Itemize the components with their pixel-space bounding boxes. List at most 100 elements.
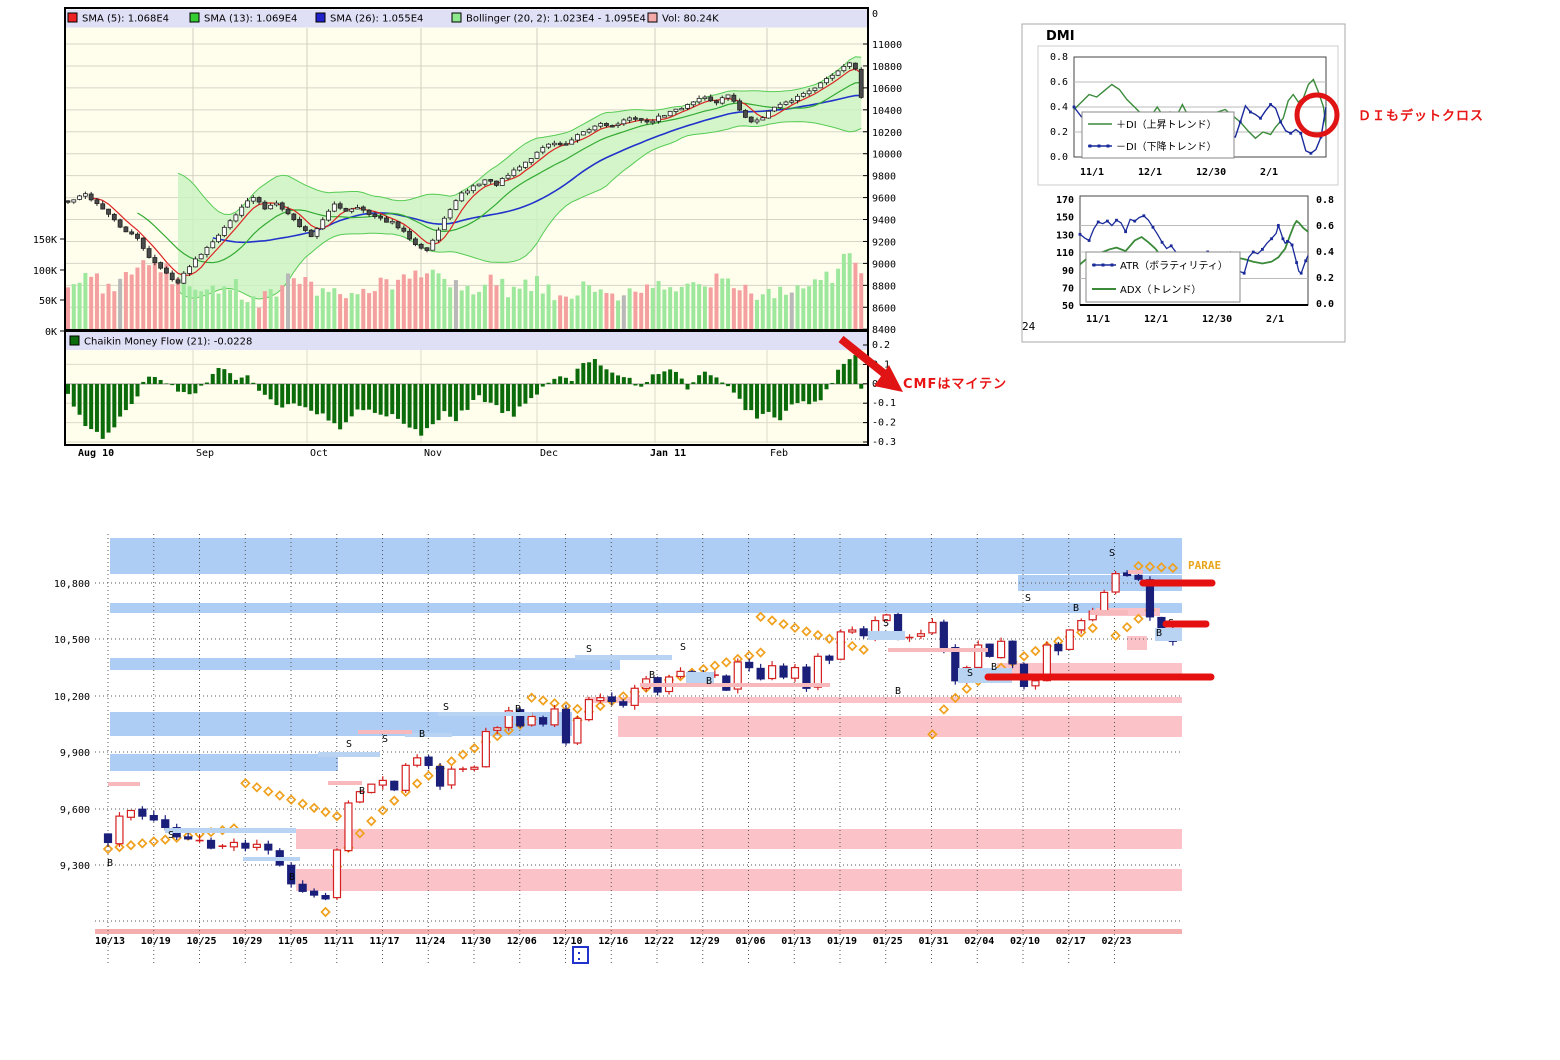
cmf-legend-label: Chaikin Money Flow (21): -0.0228 [84, 337, 252, 348]
svg-text:S: S [967, 668, 973, 679]
svg-text:S: S [346, 739, 352, 750]
legend-label-sma5: SMA (5): 1.068E4 [82, 14, 169, 25]
svg-text:B: B [1073, 603, 1079, 614]
top-zero-tick: 0 [872, 9, 878, 20]
legend-swatch-sma13 [189, 12, 200, 23]
svg-text:8600: 8600 [872, 303, 896, 314]
svg-text:B: B [706, 676, 712, 687]
svg-text:02/10: 02/10 [1010, 936, 1040, 947]
pane-separator [65, 329, 868, 332]
svg-text:B: B [649, 670, 655, 681]
svg-text:12/1: 12/1 [1144, 314, 1168, 325]
svg-text:10400: 10400 [872, 106, 902, 117]
svg-text:0.0: 0.0 [1050, 152, 1068, 163]
support-resistance-bands [95, 538, 1182, 934]
svg-text:0.2: 0.2 [1316, 273, 1334, 284]
svg-text:2/1: 2/1 [1260, 167, 1278, 178]
svg-text:0.6: 0.6 [1050, 77, 1068, 88]
cmf-note: CMFはマイテン [903, 377, 1007, 392]
dmi-title: DMI [1046, 29, 1075, 44]
svg-text:B: B [359, 786, 365, 797]
svg-text:12/16: 12/16 [598, 936, 628, 947]
parabolic-sar-dots [102, 560, 1179, 918]
svg-text:S: S [586, 644, 592, 655]
price-candles [65, 61, 864, 285]
svg-text:12/22: 12/22 [644, 936, 674, 947]
mini-cursor-marker [572, 946, 589, 964]
svg-text:B: B [107, 858, 113, 869]
svg-text:11/1: 11/1 [1086, 314, 1110, 325]
svg-text:Sep: Sep [196, 448, 214, 459]
svg-text:S: S [443, 702, 449, 713]
svg-text:10600: 10600 [872, 84, 902, 95]
svg-text:50K: 50K [39, 296, 57, 307]
svg-text:12/06: 12/06 [507, 936, 537, 947]
svg-text:10800: 10800 [872, 62, 902, 73]
svg-text:0.4: 0.4 [1316, 247, 1334, 258]
main-legend: SMA (5): 1.068E4 SMA (13): 1.069E4 SMA (… [67, 9, 878, 25]
svg-text:S: S [168, 830, 174, 841]
svg-text:01/13: 01/13 [781, 936, 811, 947]
svg-text:01/19: 01/19 [827, 936, 857, 947]
svg-text:S: S [1109, 548, 1115, 559]
svg-text:11/1: 11/1 [1080, 167, 1104, 178]
svg-text:9,300: 9,300 [60, 861, 90, 872]
dead-cross-circle-annotation [1294, 92, 1340, 138]
svg-text:11/05: 11/05 [278, 936, 308, 947]
svg-text:01/06: 01/06 [735, 936, 765, 947]
svg-text:11000: 11000 [872, 40, 902, 51]
svg-text:9600: 9600 [872, 194, 896, 205]
svg-text:9,600: 9,600 [60, 805, 90, 816]
svg-text:S: S [680, 642, 686, 653]
svg-text:Oct: Oct [310, 448, 328, 459]
svg-text:0.8: 0.8 [1050, 52, 1068, 63]
cmf-legend-swatch [69, 335, 80, 346]
legend-label-sma13: SMA (13): 1.069E4 [204, 14, 297, 25]
svg-text:10,200: 10,200 [54, 692, 90, 703]
main-axis-labels: 11000 10800 10600 10400 10200 10000 9800 9600 94… [33, 40, 902, 459]
svg-text:02/23: 02/23 [1101, 936, 1131, 947]
svg-text:50: 50 [1062, 301, 1074, 312]
svg-text:12/1: 12/1 [1138, 167, 1162, 178]
svg-text:10000: 10000 [872, 150, 902, 161]
indicator-panels: DMI 0.8 0.6 0.4 0.2 0.0 11/1 12/1 12/30 2/1 ＋DI（上… [1021, 23, 1346, 343]
svg-text:01/31: 01/31 [918, 936, 948, 947]
svg-text:－DI（下降トレンド）: －DI（下降トレンド） [1116, 140, 1217, 153]
svg-text:100K: 100K [33, 266, 57, 277]
svg-text:B: B [895, 686, 901, 697]
svg-text:0.2: 0.2 [1050, 127, 1068, 138]
svg-text:02/04: 02/04 [964, 936, 994, 947]
svg-text:10/25: 10/25 [186, 936, 216, 947]
svg-text:B: B [419, 729, 425, 740]
bottom-chart: BSBSBSBSBSBSBSBSBSBSBS 10,80010,50010,20… [54, 534, 1221, 966]
legend-label-bollinger: Bollinger (20, 2): 1.023E4 - 1.095E4 [466, 14, 646, 25]
svg-text:130: 130 [1056, 230, 1074, 241]
svg-text:9200: 9200 [872, 237, 896, 248]
svg-text:10200: 10200 [872, 128, 902, 139]
svg-text:Jan 11: Jan 11 [650, 448, 686, 459]
svg-text:10,500: 10,500 [54, 635, 90, 646]
svg-text:10/13: 10/13 [95, 936, 125, 947]
svg-text:S: S [883, 618, 889, 629]
svg-text:B: B [1156, 628, 1162, 639]
signal-candles [103, 570, 1177, 901]
svg-text:10/19: 10/19 [141, 936, 171, 947]
svg-text:12/30: 12/30 [1202, 314, 1232, 325]
resistance-red-lines [984, 579, 1216, 681]
svg-text:9000: 9000 [872, 259, 896, 270]
svg-text:0.8: 0.8 [1316, 195, 1334, 206]
svg-text:ATR（ボラティリティ）: ATR（ボラティリティ） [1120, 260, 1228, 272]
cmf-arrowhead-icon [874, 365, 903, 392]
svg-text:90: 90 [1062, 266, 1074, 277]
svg-text:-0.3: -0.3 [872, 437, 896, 448]
svg-text:170: 170 [1056, 195, 1074, 206]
legend-label-volume: Vol: 80.24K [662, 14, 719, 25]
bottom-gridlines [95, 534, 1182, 966]
svg-text:12/29: 12/29 [690, 936, 720, 947]
dmi-note: ＤＩもデットクロス [1358, 108, 1484, 124]
svg-text:12/10: 12/10 [552, 936, 582, 947]
svg-text:ADX（トレンド）: ADX（トレンド） [1120, 284, 1201, 296]
svg-text:11/30: 11/30 [461, 936, 491, 947]
svg-text:0.2: 0.2 [872, 340, 890, 351]
